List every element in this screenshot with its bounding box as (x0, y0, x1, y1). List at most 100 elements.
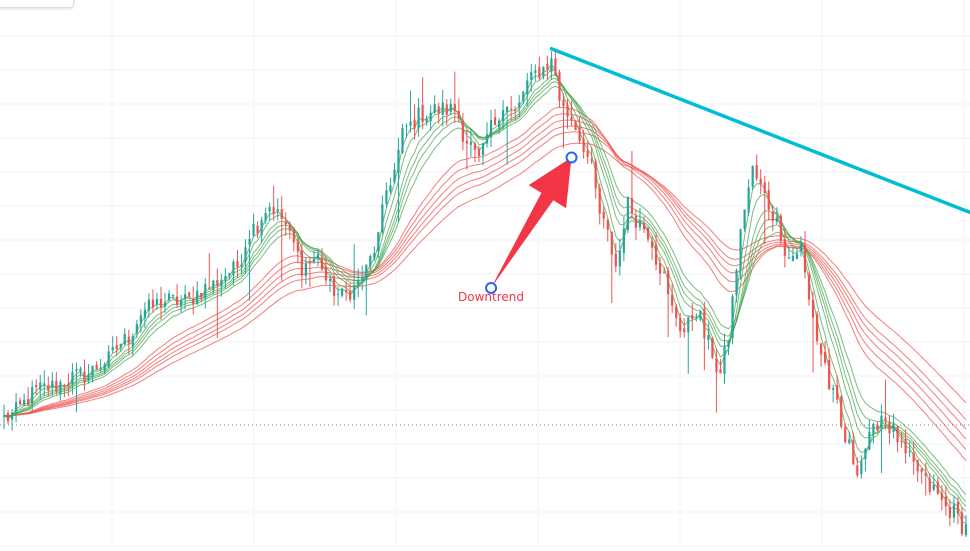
candle-body[interactable] (71, 372, 74, 385)
candle-body[interactable] (654, 244, 658, 265)
candle-body[interactable] (622, 228, 625, 253)
candle-body[interactable] (413, 119, 416, 129)
candle-body[interactable] (95, 364, 98, 370)
candle-body[interactable] (461, 120, 464, 142)
candle-body[interactable] (441, 102, 444, 115)
candle-body[interactable] (884, 417, 887, 421)
candle-body[interactable] (163, 302, 167, 307)
candle-body[interactable] (634, 216, 638, 228)
candle-body[interactable] (598, 187, 601, 214)
candle-body[interactable] (437, 106, 440, 114)
trendline[interactable] (549, 46, 970, 215)
candle-body[interactable] (135, 323, 138, 334)
candle-body[interactable] (502, 110, 505, 122)
candle-body[interactable] (940, 492, 943, 500)
candle-body[interactable] (876, 424, 879, 431)
candle-body[interactable] (703, 308, 706, 339)
candle-body[interactable] (401, 128, 404, 153)
candle-body[interactable] (538, 67, 541, 78)
candle-body[interactable] (123, 333, 126, 345)
candle-body[interactable] (167, 293, 171, 301)
candle-body[interactable] (932, 484, 935, 490)
candles[interactable] (2, 51, 968, 537)
candle-body[interactable] (944, 496, 947, 507)
candle-body[interactable] (618, 250, 621, 267)
candle-body[interactable] (425, 118, 428, 123)
candle-body[interactable] (489, 119, 493, 138)
candle-body[interactable] (691, 314, 694, 319)
candle-body[interactable] (103, 364, 106, 371)
candle-body[interactable] (361, 277, 364, 281)
candle-body[interactable] (328, 279, 332, 282)
candle-body[interactable] (848, 439, 851, 444)
candle-body[interactable] (546, 63, 549, 70)
arrow-annotation[interactable] (491, 157, 572, 288)
candle-body[interactable] (51, 380, 54, 388)
candle-body[interactable] (960, 512, 964, 534)
candle-body[interactable] (27, 399, 30, 406)
candle-body[interactable] (723, 346, 726, 374)
candle-body[interactable] (377, 232, 380, 252)
candle-body[interactable] (256, 225, 259, 234)
candle-body[interactable] (767, 190, 770, 210)
candle-body[interactable] (453, 104, 456, 112)
candle-body[interactable] (819, 343, 823, 355)
candle-body[interactable] (735, 270, 738, 296)
candle-body[interactable] (646, 228, 650, 240)
candle-body[interactable] (888, 421, 891, 434)
candle-body[interactable] (506, 106, 509, 113)
candle-body[interactable] (795, 253, 799, 259)
candle-body[interactable] (349, 290, 352, 300)
candle-body[interactable] (228, 273, 231, 276)
candle-body[interactable] (31, 387, 34, 404)
candle-body[interactable] (590, 159, 593, 162)
candle-body[interactable] (707, 335, 710, 340)
candle-body[interactable] (397, 149, 400, 173)
candle-body[interactable] (260, 220, 263, 236)
candle-body[interactable] (493, 117, 497, 126)
candle-body[interactable] (687, 317, 690, 333)
candle-body[interactable] (683, 328, 686, 333)
candle-body[interactable] (296, 241, 299, 252)
candle-body[interactable] (606, 219, 609, 230)
candle-body[interactable] (445, 104, 448, 115)
candle-body[interactable] (663, 271, 666, 273)
candle-body[interactable] (534, 70, 537, 74)
candle-body[interactable] (699, 311, 702, 320)
candle-body[interactable] (232, 261, 235, 275)
candle-body[interactable] (276, 209, 279, 212)
candle-body[interactable] (526, 80, 529, 95)
candle-body[interactable] (928, 478, 931, 492)
candle-body[interactable] (184, 294, 187, 300)
candle-body[interactable] (715, 358, 718, 372)
candle-body[interactable] (171, 294, 175, 296)
candle-body[interactable] (389, 185, 392, 192)
candle-body[interactable] (807, 274, 811, 300)
candle-body[interactable] (473, 143, 477, 150)
candle-body[interactable] (908, 451, 911, 453)
candle-body[interactable] (602, 211, 605, 219)
candle-body[interactable] (75, 369, 78, 372)
candle-body[interactable] (393, 169, 396, 183)
candle-body[interactable] (880, 415, 883, 429)
candle-body[interactable] (815, 314, 819, 341)
candle-body[interactable] (204, 284, 207, 299)
candle-body[interactable] (272, 206, 275, 215)
candle-body[interactable] (727, 340, 730, 348)
candle-body[interactable] (731, 296, 734, 338)
candle-body[interactable] (131, 336, 134, 347)
candle-body[interactable] (457, 110, 460, 119)
candle-body[interactable] (964, 524, 968, 536)
candle-body[interactable] (671, 294, 674, 306)
candle-body[interactable] (836, 385, 839, 400)
candle-body[interactable] (477, 148, 481, 157)
candle-body[interactable] (212, 280, 215, 291)
candle-body[interactable] (159, 298, 163, 308)
candle-body[interactable] (115, 344, 118, 350)
candle-body[interactable] (860, 461, 863, 475)
candle-body[interactable] (180, 300, 183, 307)
candle-body[interactable] (139, 315, 142, 325)
candle-body[interactable] (417, 107, 420, 129)
candle-body[interactable] (868, 431, 871, 450)
candle-body[interactable] (224, 275, 227, 281)
